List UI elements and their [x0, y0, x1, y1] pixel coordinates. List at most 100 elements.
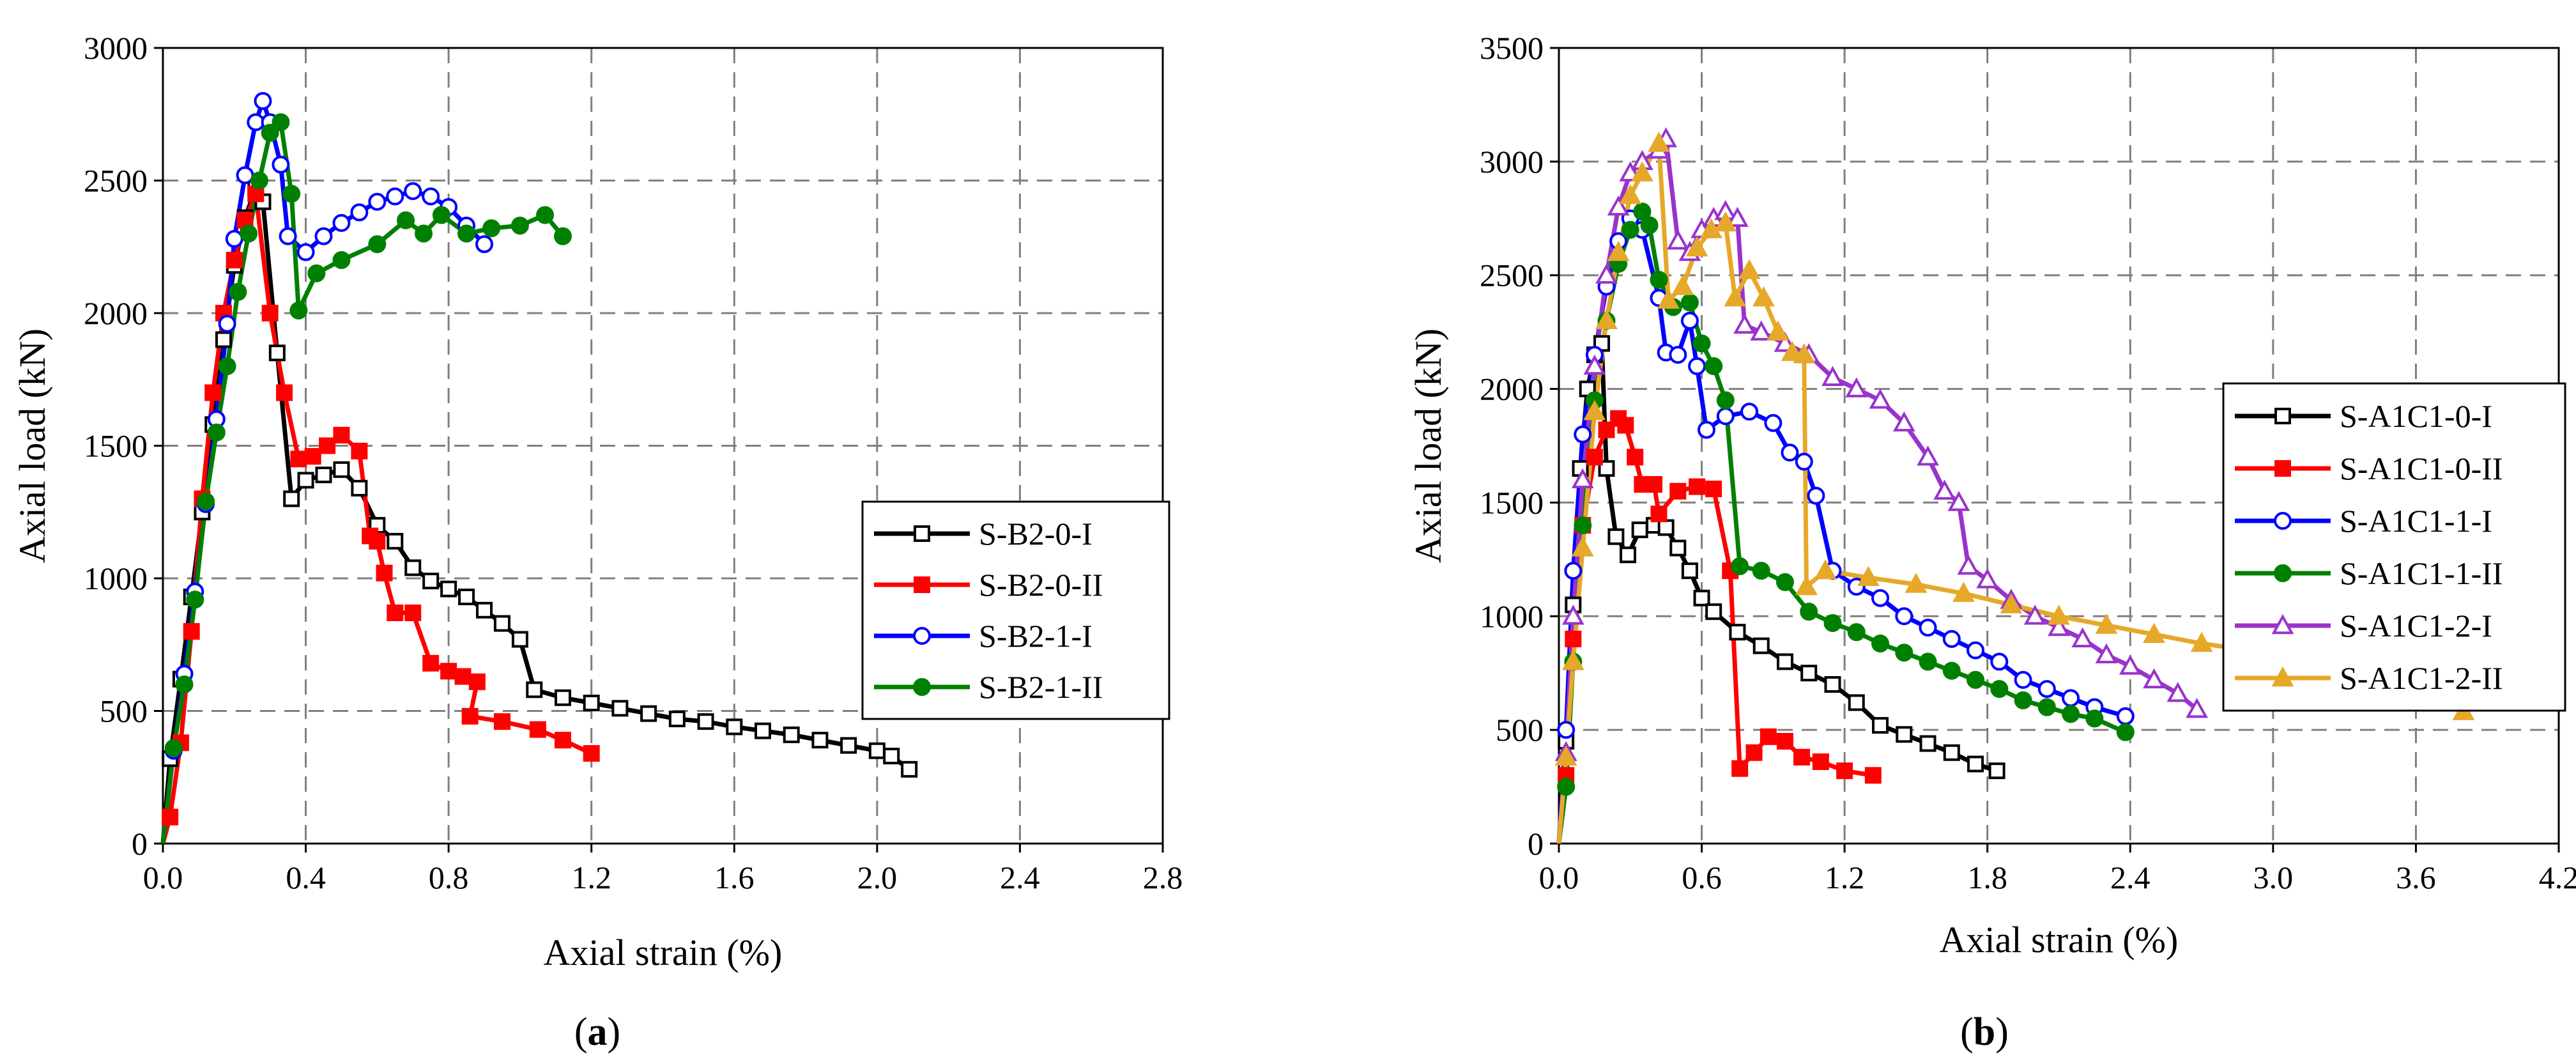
data-point	[432, 206, 450, 224]
data-point	[1917, 445, 1939, 466]
data-point	[1607, 241, 1630, 261]
data-point	[1905, 573, 1928, 593]
data-point	[840, 737, 857, 754]
data-point	[1657, 288, 1680, 309]
data-point	[1795, 575, 1818, 596]
data-point	[1857, 566, 1880, 587]
y-tick-label: 1500	[84, 428, 148, 464]
data-point	[1700, 218, 1722, 238]
x-axis-title: Axial strain (%)	[1940, 919, 2179, 961]
series-group	[1554, 127, 2475, 844]
data-point	[511, 631, 528, 648]
data-point	[279, 227, 297, 245]
y-axis-title: Axial load (kN)	[1407, 328, 1449, 563]
data-point	[1554, 745, 1577, 766]
data-point	[440, 663, 457, 680]
data-point	[2062, 689, 2080, 707]
data-point	[1680, 311, 1699, 330]
data-point	[240, 224, 258, 243]
y-tick-label: 3500	[1480, 30, 1544, 66]
data-point	[1776, 732, 1793, 750]
data-point	[186, 590, 204, 609]
data-point	[482, 219, 501, 238]
data-point	[1812, 753, 1829, 770]
data-point	[1871, 589, 1890, 607]
data-point	[1759, 728, 1777, 745]
data-point	[1847, 623, 1866, 642]
data-point	[164, 739, 183, 757]
data-point	[272, 113, 290, 132]
x-tick-label: 1.6	[714, 860, 755, 895]
data-point	[1738, 259, 1761, 279]
data-point	[1800, 603, 1818, 621]
data-point	[1564, 562, 1583, 580]
data-point	[1919, 735, 1936, 752]
data-point	[529, 721, 546, 738]
data-point	[1919, 652, 1937, 671]
data-point	[1669, 539, 1687, 557]
data-point	[583, 745, 600, 762]
data-point	[1595, 309, 1618, 330]
data-point	[261, 305, 279, 321]
data-point	[218, 314, 236, 333]
legend-label: S-A1C1-2-I	[2340, 608, 2492, 644]
data-point	[458, 589, 475, 606]
data-point	[1957, 554, 1980, 575]
data-point	[2095, 643, 2118, 663]
data-point	[387, 604, 404, 621]
x-tick-label: 1.8	[1967, 860, 2007, 895]
data-point	[296, 243, 315, 261]
data-point	[883, 748, 900, 765]
x-tick-label: 3.6	[2396, 860, 2436, 895]
data-point	[2116, 723, 2135, 741]
data-point	[868, 742, 885, 759]
legend: S-A1C1-0-I S-A1C1-0-II S-A1C1-1-I S-A1C1-1-…	[2222, 382, 2566, 712]
data-point	[1726, 206, 1749, 227]
data-point	[1871, 634, 1890, 652]
data-point	[2071, 627, 2094, 648]
x-tick-label: 0.4	[286, 860, 326, 895]
data-point	[218, 357, 236, 375]
x-tick-label: 1.2	[571, 860, 611, 895]
data-point	[307, 264, 326, 282]
legend-marker	[2274, 512, 2292, 530]
data-point	[1646, 475, 1663, 493]
data-point	[640, 705, 657, 722]
data-point	[2166, 682, 2189, 702]
data-point	[1571, 468, 1594, 489]
data-point	[1705, 481, 1722, 498]
data-point	[1685, 236, 1708, 257]
data-point	[1731, 760, 1749, 777]
data-point	[555, 732, 571, 749]
data-point	[1574, 425, 1592, 444]
data-point	[1657, 519, 1675, 536]
data-point	[2048, 605, 2070, 625]
data-point	[510, 217, 529, 235]
data-point	[1598, 460, 1615, 477]
data-point	[1793, 343, 1816, 364]
data-point	[368, 235, 387, 254]
y-tick-label: 2000	[1480, 371, 1544, 407]
data-point	[1666, 229, 1689, 250]
data-point	[1942, 629, 1961, 648]
y-tick-label: 2000	[84, 295, 148, 331]
data-point	[204, 384, 222, 401]
y-tick-label: 500	[100, 693, 148, 729]
data-point	[261, 123, 279, 142]
data-point	[1740, 403, 1759, 421]
data-point	[668, 710, 686, 727]
data-point	[1848, 694, 1865, 711]
x-tick-label: 2.8	[1143, 860, 1183, 895]
data-point	[1943, 744, 1960, 761]
y-tick-label: 2500	[84, 163, 148, 199]
data-point	[2014, 691, 2032, 709]
data-point	[1586, 449, 1603, 466]
y-tick-label: 2500	[1480, 258, 1544, 293]
data-point	[461, 707, 479, 725]
data-point	[1764, 413, 1782, 432]
data-point	[1896, 726, 1913, 743]
x-tick-label: 4.2	[2539, 860, 2576, 895]
data-point	[1669, 346, 1687, 364]
data-point	[1895, 644, 1913, 662]
data-point	[1693, 589, 1710, 606]
